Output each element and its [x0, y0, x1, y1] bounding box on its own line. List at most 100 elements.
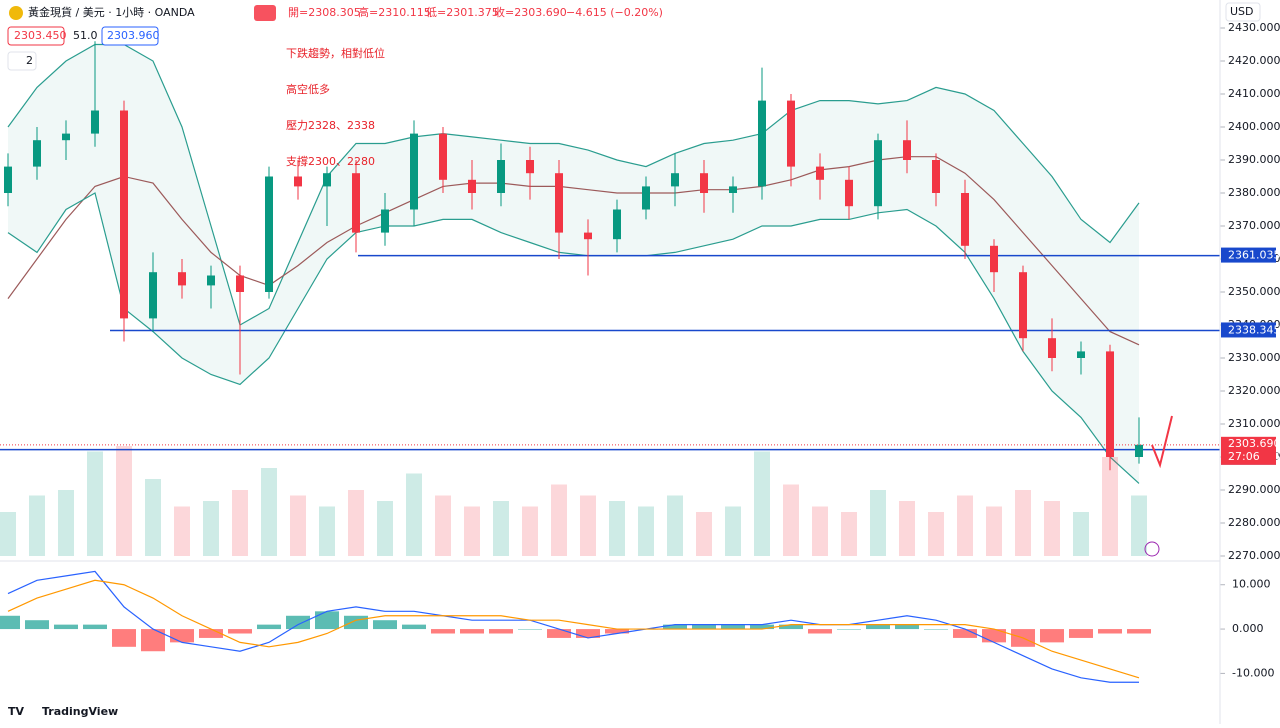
- candle-body: [207, 275, 215, 286]
- band-middle: [7, 156, 1140, 346]
- volume-bar: [1102, 457, 1118, 556]
- volume-bar: [29, 495, 45, 556]
- candle-body: [903, 140, 911, 160]
- candle-body: [149, 272, 157, 319]
- volume-bar: [1131, 495, 1147, 556]
- volume-bar: [145, 479, 161, 556]
- candle-body: [410, 133, 418, 210]
- macd-histogram: [112, 629, 136, 647]
- level-tag: [1221, 247, 1276, 263]
- macd-histogram: [547, 629, 571, 638]
- band-lower: [7, 192, 1140, 484]
- volume-bar: [870, 490, 886, 556]
- candle-body: [555, 173, 563, 233]
- volume-bar: [1044, 501, 1060, 556]
- candle-body: [758, 100, 766, 187]
- candle-body: [381, 209, 389, 233]
- candle-body: [439, 133, 447, 180]
- candle-body: [526, 160, 534, 174]
- macd-histogram: [344, 615, 368, 630]
- candle-body: [961, 193, 969, 246]
- candle-body: [729, 186, 737, 193]
- volume-bar: [754, 451, 770, 556]
- macd-histogram: [141, 629, 165, 652]
- volume-bar: [290, 495, 306, 556]
- volume-bar: [841, 512, 857, 556]
- volume-bar: [319, 506, 335, 556]
- volume-bar: [783, 484, 799, 556]
- volume-bar: [203, 501, 219, 556]
- volume-bar: [406, 473, 422, 556]
- y-tick-label: 2350.000: [1228, 285, 1280, 298]
- candle-body: [787, 100, 795, 167]
- macd-tick-label: -10.000: [1232, 666, 1274, 679]
- macd-histogram: [1069, 629, 1093, 638]
- macd-histogram: [489, 629, 513, 634]
- y-tick-label: 2310.000: [1228, 417, 1280, 430]
- candle-body: [352, 173, 360, 233]
- y-tick-label: 2380.000: [1228, 186, 1280, 199]
- candle-body: [671, 173, 679, 187]
- volume-bar: [174, 506, 190, 556]
- band-fill: [8, 44, 1139, 484]
- macd-histogram: [518, 629, 542, 630]
- volume-bar: [464, 506, 480, 556]
- alert-icon[interactable]: [1144, 541, 1160, 557]
- volume-bar: [377, 501, 393, 556]
- candle-body: [236, 275, 244, 292]
- macd-histogram: [402, 624, 426, 630]
- volume-bar: [696, 512, 712, 556]
- volume-bar: [58, 490, 74, 556]
- y-tick-label: 2420.000: [1228, 54, 1280, 67]
- candle-body: [1135, 444, 1143, 457]
- macd-histogram: [1127, 629, 1151, 634]
- ask-box[interactable]: [101, 26, 159, 46]
- volume-bar: [1015, 490, 1031, 556]
- indicator-badge: [254, 5, 276, 21]
- candle-body: [91, 110, 99, 134]
- macd-histogram: [54, 624, 78, 630]
- y-tick-label: 2400.000: [1228, 120, 1280, 133]
- volume-bar: [928, 512, 944, 556]
- candle-body: [700, 173, 708, 193]
- candle-body: [642, 186, 650, 210]
- macd-histogram: [663, 624, 687, 630]
- macd-histogram: [605, 629, 629, 634]
- band-upper: [7, 43, 1140, 326]
- y-tick-label: 2410.000: [1228, 87, 1280, 100]
- y-tick-label: 2330.000: [1228, 351, 1280, 364]
- macd-histogram: [895, 624, 919, 630]
- candle-body: [497, 160, 505, 193]
- y-tick-label: 2390.000: [1228, 153, 1280, 166]
- candle-body: [178, 272, 186, 286]
- candle-body: [613, 209, 621, 240]
- ohlc-low: 低=2301.375: [426, 6, 499, 19]
- logo: TradingView: [42, 705, 118, 718]
- candle-body: [1048, 338, 1056, 358]
- candle-body: [874, 140, 882, 207]
- logo-mark: 𝗧𝗩: [8, 705, 25, 718]
- countdown: 27:06: [1228, 450, 1260, 463]
- level-label: 2338.345: [1228, 323, 1280, 336]
- y-tick-label: 2290.000: [1228, 483, 1280, 496]
- currency-button[interactable]: [1225, 2, 1261, 22]
- macd-histogram: [1040, 629, 1064, 643]
- currency: USD: [1230, 5, 1254, 18]
- volume-bar: [493, 501, 509, 556]
- candle-body: [294, 176, 302, 187]
- volume-bar: [725, 506, 741, 556]
- bid-box[interactable]: [7, 26, 65, 46]
- volume-bar: [435, 495, 451, 556]
- bid: 2303.450: [14, 29, 67, 42]
- macd-histogram: [373, 620, 397, 630]
- indicator-toggle[interactable]: [7, 51, 37, 71]
- volume-bar: [812, 506, 828, 556]
- ask: 2303.960: [107, 29, 160, 42]
- macd-histogram: [286, 615, 310, 630]
- y-tick-label: 2280.000: [1228, 516, 1280, 529]
- volume-bar: [87, 451, 103, 556]
- candle-body: [932, 160, 940, 193]
- macd-macd: [7, 570, 1139, 683]
- macd-histogram: [1098, 629, 1122, 634]
